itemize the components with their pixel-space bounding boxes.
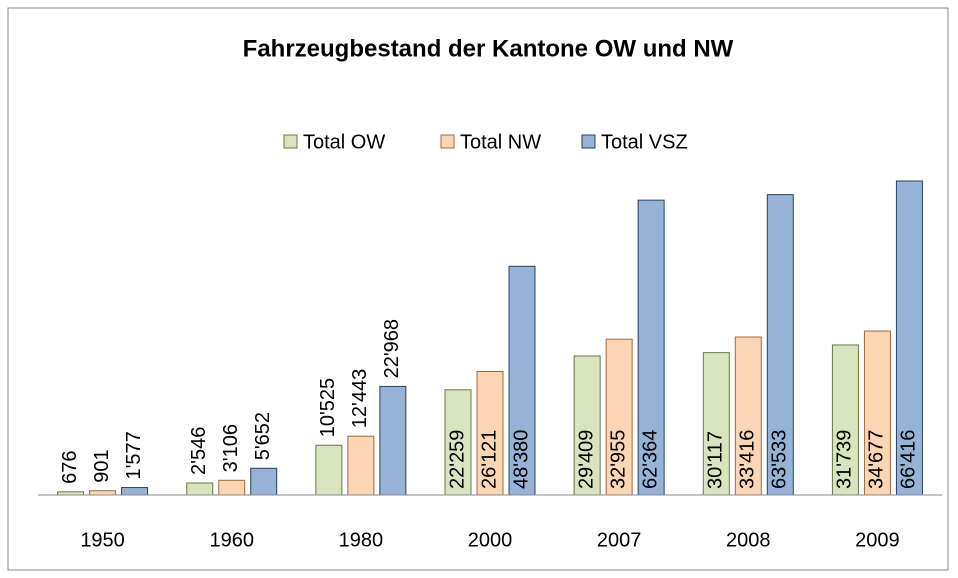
bar <box>121 487 149 496</box>
data-label: 34'677 <box>866 430 888 489</box>
x-tick-label: 1950 <box>80 529 125 551</box>
x-tick-label: 2009 <box>855 529 900 551</box>
data-label: 63'533 <box>769 430 791 489</box>
data-label: 3'106 <box>220 424 242 472</box>
data-label: 32'955 <box>607 430 629 489</box>
x-tick-label: 2008 <box>726 529 771 551</box>
bar <box>250 467 278 496</box>
bar <box>315 444 343 496</box>
bar <box>218 479 246 496</box>
bar <box>89 490 117 496</box>
bar <box>573 355 601 496</box>
data-label: 33'416 <box>737 430 759 489</box>
chart-title: Fahrzeugbestand der Kantone OW und NW <box>243 35 734 62</box>
data-label: 10'525 <box>317 378 339 437</box>
legend-swatch <box>581 134 596 149</box>
x-tick-label: 1980 <box>339 529 384 551</box>
data-label: 31'739 <box>834 430 856 489</box>
bar <box>895 180 923 496</box>
x-tick-label: 2007 <box>597 529 642 551</box>
data-label: 676 <box>59 450 81 483</box>
data-label: 29'409 <box>575 430 597 489</box>
bar <box>637 199 665 496</box>
bar <box>476 371 504 496</box>
legend-label: Total NW <box>460 131 541 153</box>
data-label: 30'117 <box>705 431 727 489</box>
legend-swatch <box>440 134 455 149</box>
data-label: 66'416 <box>898 430 920 489</box>
data-label: 62'364 <box>639 430 661 489</box>
bar <box>605 338 633 496</box>
legend-label: Total VSZ <box>601 131 688 153</box>
data-label: 26'121 <box>478 430 500 489</box>
x-tick-label: 2000 <box>468 529 513 551</box>
data-label: 1'577 <box>123 431 145 479</box>
x-tick-label: 1960 <box>209 529 254 551</box>
data-label: 901 <box>91 449 113 482</box>
data-label: 22'259 <box>446 430 468 489</box>
bar <box>347 435 375 496</box>
legend-swatch <box>283 134 298 149</box>
bar <box>508 265 536 496</box>
bar <box>702 352 730 496</box>
bar <box>831 344 859 496</box>
legend-label: Total OW <box>303 131 385 153</box>
data-label: 48'380 <box>510 430 532 489</box>
data-label: 22'968 <box>381 319 403 378</box>
bar <box>379 385 407 496</box>
data-label: 12'443 <box>349 369 371 428</box>
bar <box>734 336 762 496</box>
data-label: 5'652 <box>252 412 274 460</box>
data-label: 2'546 <box>188 427 210 475</box>
bar <box>186 482 214 496</box>
bar <box>863 330 891 496</box>
